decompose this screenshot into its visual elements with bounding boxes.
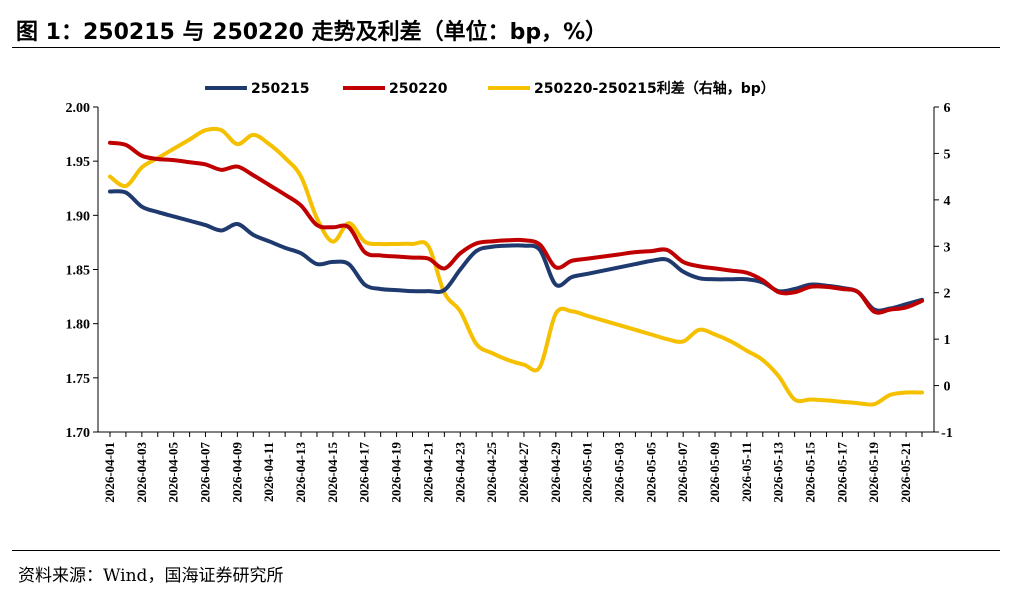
x-tick-label: 2026-04-17: [357, 442, 372, 503]
top-rule: [12, 47, 1000, 48]
chart-axes: 1.70 1.75 1.80 1.85 1.90 1.95 2.00 -1 0 1 2 3 4 5 6 202…: [66, 101, 953, 503]
left-tick-label: 1.90: [66, 209, 91, 224]
x-tick-label: 2026-04-05: [166, 442, 181, 503]
x-tick-label: 2026-05-11: [739, 442, 754, 502]
x-tick-label: 2026-04-07: [198, 442, 213, 503]
right-tick-label: 4: [944, 194, 951, 209]
x-tick-label: 2026-04-03: [134, 442, 149, 503]
x-tick-label: 2026-05-03: [611, 442, 626, 503]
series-line-1: [108, 140, 924, 315]
left-tick-label: 2.00: [66, 101, 91, 116]
x-tick-label: 2026-04-19: [389, 442, 404, 503]
x-tick-label: 2026-04-09: [229, 442, 244, 503]
x-tick-label: 2026-05-09: [707, 442, 722, 503]
right-tick-label: 1: [944, 333, 951, 348]
x-tick-label: 2026-05-13: [771, 442, 786, 503]
left-tick-label: 1.70: [66, 426, 91, 441]
x-tick-label: 2026-04-21: [420, 442, 435, 503]
right-tick-label: 3: [944, 240, 951, 255]
chart-title: 图 1：250215 与 250220 走势及利差（单位：bp，%）: [16, 20, 608, 45]
legend-label-0: 250215: [251, 81, 309, 97]
left-tick-label: 1.80: [66, 318, 91, 333]
left-tick-label: 1.95: [66, 155, 91, 170]
x-tick-label: 2026-05-21: [898, 442, 913, 503]
x-tick-label: 2026-05-05: [643, 442, 658, 503]
x-tick-label: 2026-04-11: [261, 442, 276, 502]
bottom-rule: [12, 550, 1000, 551]
x-tick-label: 2026-04-23: [452, 442, 467, 503]
x-tick-label: 2026-04-13: [293, 442, 308, 503]
right-tick-label: -1: [941, 426, 953, 441]
left-tick-label: 1.75: [66, 372, 91, 387]
x-tick-label: 2026-04-15: [325, 442, 340, 503]
series-line-2: [108, 126, 924, 407]
right-tick-label: 2: [944, 287, 951, 302]
x-tick-label: 2026-05-15: [803, 442, 818, 503]
legend-label-1: 250220: [389, 81, 448, 97]
left-tick-label: 1.85: [66, 264, 91, 279]
series-line-0: [108, 189, 924, 313]
x-tick-label: 2026-05-17: [834, 442, 849, 503]
legend-label-2: 250220-250215利差（右轴，bp）: [534, 80, 775, 97]
right-tick-label: 5: [944, 147, 951, 162]
x-tick-label: 2026-04-29: [548, 442, 563, 503]
x-tick-label: 2026-04-27: [516, 442, 531, 503]
x-tick-label: 2026-05-19: [866, 442, 881, 503]
right-tick-label: 6: [944, 101, 951, 116]
x-tick-label: 2026-05-07: [675, 442, 690, 503]
chart-legend: 250215 250220 250220-250215利差（右轴，bp）: [205, 80, 775, 97]
x-tick-label: 2026-05-01: [580, 442, 595, 503]
chart-svg: 1.70 1.75 1.80 1.85 1.90 1.95 2.00 -1 0 1 2 3 4 5 6 202…: [66, 80, 953, 503]
source-note: 资料来源：Wind，国海证券研究所: [18, 566, 284, 586]
x-tick-label: 2026-04-25: [484, 442, 499, 503]
right-tick-label: 0: [944, 380, 951, 395]
x-tick-label: 2026-04-01: [102, 442, 117, 503]
chart-lines: [108, 126, 924, 407]
